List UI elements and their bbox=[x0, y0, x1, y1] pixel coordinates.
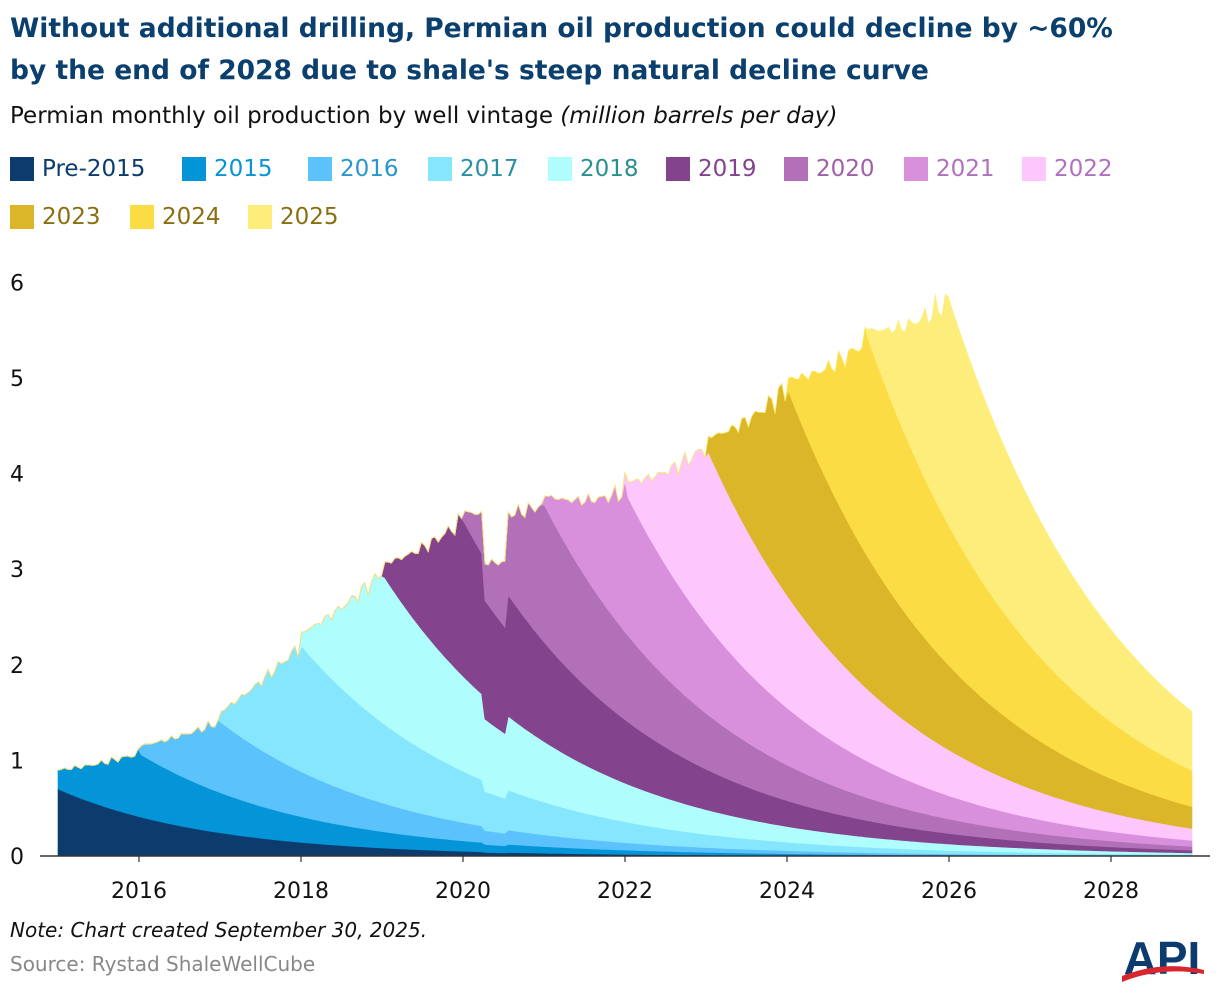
legend-label: 2017 bbox=[460, 156, 519, 182]
legend-item-2019[interactable]: 2019 bbox=[666, 150, 757, 188]
area-series-group bbox=[57, 293, 1193, 857]
legend-item-2016[interactable]: 2016 bbox=[308, 150, 399, 188]
chart-note: Note: Chart created September 30, 2025. bbox=[10, 918, 428, 942]
legend-swatch bbox=[1022, 157, 1046, 181]
legend-label: 2023 bbox=[42, 204, 101, 230]
x-tick-label: 2020 bbox=[435, 879, 491, 904]
legend-item-2015[interactable]: 2015 bbox=[182, 150, 273, 188]
axes: 0 1 2 3 4 5 6 2016 2018 2020 2022 2024 2026 2028 bbox=[10, 271, 1210, 904]
subtitle-unit: (million barrels per day) bbox=[560, 103, 838, 129]
legend-item-2018[interactable]: 2018 bbox=[548, 150, 639, 188]
legend-swatch bbox=[130, 205, 154, 229]
legend-swatch bbox=[666, 157, 690, 181]
legend-label: 2018 bbox=[580, 156, 639, 182]
subtitle-main: Permian monthly oil production by well v… bbox=[10, 103, 553, 129]
legend-label: 2016 bbox=[340, 156, 399, 182]
chart-source: Source: Rystad ShaleWellCube bbox=[10, 952, 316, 976]
legend-swatch bbox=[428, 157, 452, 181]
y-tick-label: 0 bbox=[10, 845, 24, 870]
legend-label: 2015 bbox=[214, 156, 273, 182]
chart-subtitle: Permian monthly oil production by well v… bbox=[10, 100, 837, 132]
x-tick-label: 2016 bbox=[111, 879, 167, 904]
api-logo: API bbox=[1122, 932, 1204, 984]
y-tick-label: 6 bbox=[10, 271, 24, 296]
legend-item-2023[interactable]: 2023 bbox=[10, 198, 101, 236]
legend-item-pre-2015[interactable]: Pre-2015 bbox=[10, 150, 145, 188]
legend-swatch bbox=[182, 157, 206, 181]
x-tick-label: 2022 bbox=[597, 879, 653, 904]
x-tick-label: 2018 bbox=[273, 879, 329, 904]
legend-swatch bbox=[10, 157, 34, 181]
x-tick-label: 2026 bbox=[921, 879, 977, 904]
y-tick-label: 4 bbox=[10, 463, 24, 488]
legend-swatch bbox=[904, 157, 928, 181]
legend-item-2020[interactable]: 2020 bbox=[784, 150, 875, 188]
legend-swatch bbox=[10, 205, 34, 229]
area-series-2025 bbox=[57, 293, 1193, 771]
legend-label: 2022 bbox=[1054, 156, 1113, 182]
legend-item-2024[interactable]: 2024 bbox=[130, 198, 221, 236]
chart-title: Without additional drilling, Permian oil… bbox=[10, 8, 1210, 92]
legend-item-2017[interactable]: 2017 bbox=[428, 150, 519, 188]
x-tick-label: 2028 bbox=[1083, 879, 1139, 904]
legend-item-2021[interactable]: 2021 bbox=[904, 150, 995, 188]
legend-label: 2019 bbox=[698, 156, 757, 182]
legend-swatch bbox=[308, 157, 332, 181]
legend-swatch bbox=[548, 157, 572, 181]
legend-label: Pre-2015 bbox=[42, 156, 146, 182]
stacked-area-chart: 0 1 2 3 4 5 6 2016 2018 2020 2022 2024 2026 2028 bbox=[10, 271, 1210, 904]
legend-label: 2021 bbox=[936, 156, 995, 182]
y-tick-label: 2 bbox=[10, 654, 24, 679]
legend-item-2022[interactable]: 2022 bbox=[1022, 150, 1113, 188]
x-tick-label: 2024 bbox=[759, 879, 815, 904]
api-logo-swoosh bbox=[1122, 966, 1204, 982]
legend-swatch bbox=[784, 157, 808, 181]
y-tick-label: 3 bbox=[10, 558, 24, 583]
title-line-2: by the end of 2028 due to shale's steep … bbox=[10, 55, 929, 86]
legend-label: 2020 bbox=[816, 156, 875, 182]
legend-label: 2025 bbox=[280, 204, 339, 230]
legend-swatch bbox=[248, 205, 272, 229]
title-line-1: Without additional drilling, Permian oil… bbox=[10, 13, 1113, 44]
legend-label: 2024 bbox=[162, 204, 221, 230]
y-tick-label: 1 bbox=[10, 749, 24, 774]
legend-item-2025[interactable]: 2025 bbox=[248, 198, 339, 236]
y-tick-label: 5 bbox=[10, 367, 24, 392]
